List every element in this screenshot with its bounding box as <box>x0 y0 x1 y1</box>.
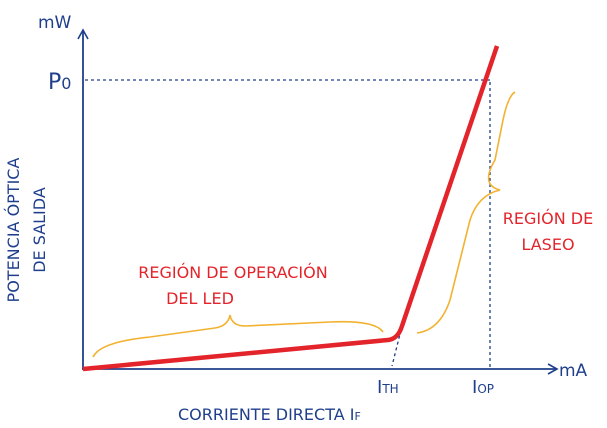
led-region-label: DEL LED <box>166 289 234 308</box>
laser-region-label: REGIÓN DE <box>503 209 593 228</box>
laser-brace <box>416 91 516 334</box>
ith-label: ITH <box>377 377 399 398</box>
x-axis-title: CORRIENTE DIRECTA IF <box>178 405 361 424</box>
y-unit: mW <box>38 13 72 33</box>
led-brace <box>92 314 384 358</box>
characteristic-curve <box>82 45 500 372</box>
led-region-label: REGIÓN DE OPERACIÓN <box>138 263 327 282</box>
x-unit: mA <box>559 361 588 381</box>
y-axis-title: POTENCIA ÓPTICA <box>4 158 23 303</box>
laser-region-label: LASEO <box>521 235 574 254</box>
y-axis-title: DE SALIDA <box>30 187 49 273</box>
po-label: P0 <box>48 70 71 95</box>
iop-label: IOP <box>472 377 494 398</box>
